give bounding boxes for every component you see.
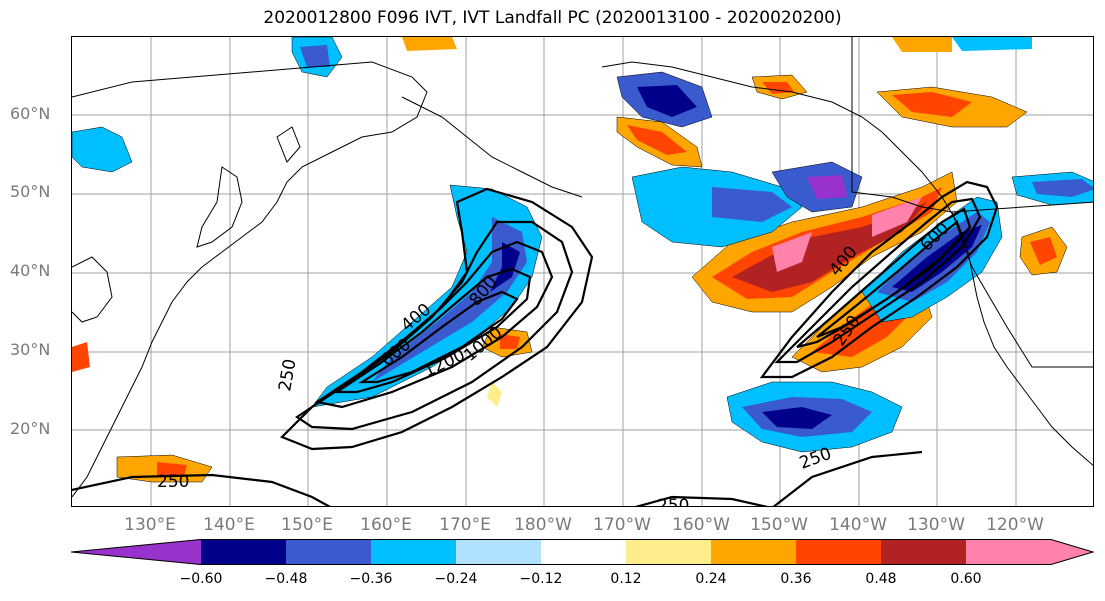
lon-label-150e: 150°E (281, 515, 333, 535)
colorbar-segment (626, 539, 711, 565)
colorbar-segment (456, 539, 541, 565)
colorbar-segment (711, 539, 796, 565)
colorbar-extend-high (1051, 539, 1094, 565)
colorbar-segment (796, 539, 881, 565)
colorbar-segment (541, 539, 626, 565)
lat-label-40n: 40°N (10, 261, 51, 280)
colorbar-tick-label: 0.48 (865, 571, 897, 587)
colorbar-segment (286, 539, 371, 565)
map-canvas: 250 400 600 800 1200 1000 400 600 250 25… (72, 37, 1093, 507)
colorbar-tick-label: −0.60 (179, 571, 223, 587)
colorbar-tick-label: −0.48 (264, 571, 308, 587)
map-title: 2020012800 F096 IVT, IVT Landfall PC (20… (263, 8, 842, 28)
lon-label-140w: 140°W (829, 515, 887, 535)
colorbar-segment (881, 539, 966, 565)
lat-label-50n: 50°N (10, 182, 51, 201)
lon-label-150w: 150°W (750, 515, 808, 535)
lon-label-130e: 130°E (124, 515, 176, 535)
lon-label-140e: 140°E (203, 515, 255, 535)
lon-label-160w: 160°W (672, 515, 730, 535)
colorbar-extend-low (71, 539, 201, 565)
colorbar-segment (201, 539, 286, 565)
colorbar (71, 539, 1094, 565)
lat-label-20n: 20°N (10, 419, 51, 438)
colorbar-segments (71, 539, 1094, 565)
colorbar-tick-label: 0.24 (695, 571, 727, 587)
colorbar-tick-label: −0.12 (519, 571, 563, 587)
colorbar-segment (371, 539, 456, 565)
colorbar-tick-label: 0.12 (610, 571, 642, 587)
lon-label-130w: 130°W (907, 515, 965, 535)
colorbar-tick-label: 0.36 (780, 571, 812, 587)
contour-label-250-southwest: 250 (157, 472, 189, 492)
lon-label-170e: 170°E (439, 515, 491, 535)
ivt-contours-west (280, 187, 594, 451)
colorbar-tick-label: −0.36 (349, 571, 393, 587)
contour-label-250-west: 250 (275, 357, 300, 392)
map-panel: 250 400 600 800 1200 1000 400 600 250 25… (71, 36, 1094, 507)
pc-shading-north-positive (72, 37, 1093, 483)
lon-label-170w: 170°W (593, 515, 651, 535)
colorbar-tick-label: −0.24 (434, 571, 478, 587)
lat-label-30n: 30°N (10, 340, 51, 359)
ivt-contours-east (72, 180, 999, 506)
lon-label-160e: 160°E (360, 515, 412, 535)
lat-label-60n: 60°N (10, 104, 51, 123)
colorbar-segment (966, 539, 1051, 565)
contour-label-250-bottom: 250 (657, 496, 689, 507)
lon-label-120w: 120°W (986, 515, 1044, 535)
lon-label-180w: 180°W (514, 515, 572, 535)
colorbar-outline (71, 539, 1094, 565)
colorbar-tick-label: 0.60 (950, 571, 982, 587)
